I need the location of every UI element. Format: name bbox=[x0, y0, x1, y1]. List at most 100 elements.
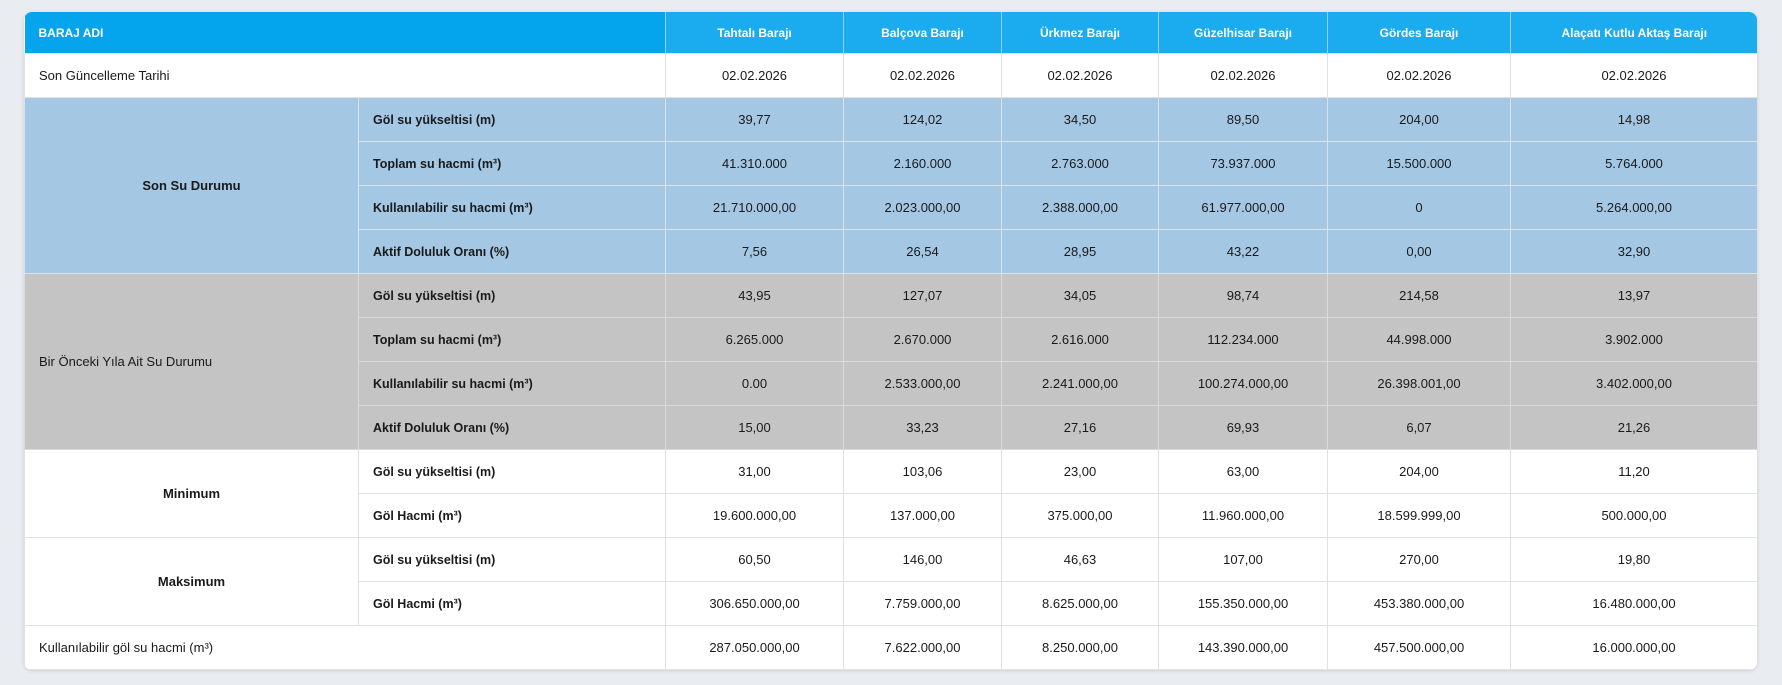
value-cell: 124,02 bbox=[843, 97, 1002, 142]
value-cell: 8.250.000,00 bbox=[1001, 625, 1159, 670]
value-cell: 3.902.000 bbox=[1510, 317, 1757, 362]
value-cell: 14,98 bbox=[1510, 97, 1757, 142]
value-cell: 43,22 bbox=[1158, 229, 1328, 274]
row-label: Kullanılabilir su hacmi (m³) bbox=[358, 185, 666, 230]
value-cell: 18.599.999,00 bbox=[1327, 493, 1511, 538]
value-cell: 73.937.000 bbox=[1158, 141, 1328, 186]
value-cell: 7,56 bbox=[665, 229, 844, 274]
value-cell: 107,00 bbox=[1158, 537, 1328, 582]
value-cell: 155.350.000,00 bbox=[1158, 581, 1328, 626]
value-cell: 500.000,00 bbox=[1510, 493, 1757, 538]
dam-status-card: BARAJ ADI Tahtalı Barajı Balçova Barajı … bbox=[24, 12, 1757, 670]
value-cell: 34,05 bbox=[1001, 273, 1159, 318]
row-label: Göl Hacmi (m³) bbox=[358, 493, 666, 538]
value-cell: 270,00 bbox=[1327, 537, 1511, 582]
row-label: Kullanılabilir su hacmi (m³) bbox=[358, 361, 666, 406]
value-cell: 41.310.000 bbox=[665, 141, 844, 186]
value-cell: 34,50 bbox=[1001, 97, 1159, 142]
value-cell: 306.650.000,00 bbox=[665, 581, 844, 626]
minimum-row: Göl Hacmi (m³) 19.600.000,00 137.000,00 375… bbox=[25, 493, 1757, 538]
value-cell: 26,54 bbox=[843, 229, 1002, 274]
value-cell: 146,00 bbox=[843, 537, 1002, 582]
value-cell: 60,50 bbox=[665, 537, 844, 582]
header-dam: Tahtalı Barajı bbox=[665, 12, 844, 54]
maximum-row: Göl Hacmi (m³) 306.650.000,00 7.759.000,00… bbox=[25, 581, 1757, 626]
value-cell: 89,50 bbox=[1158, 97, 1328, 142]
value-cell: 15,00 bbox=[665, 405, 844, 450]
minimum-row: Minimum Göl su yükseltisi (m) 31,00 103,06 2… bbox=[24, 449, 1757, 538]
value-cell: 27,16 bbox=[1001, 405, 1159, 450]
previous-row: Toplam su hacmi (m³) 6.265.000 2.670.000 2.… bbox=[25, 317, 1757, 362]
value-cell: 11.960.000,00 bbox=[1158, 493, 1328, 538]
header-dam: Alaçatı Kutlu Aktaş Barajı bbox=[1510, 12, 1757, 54]
value-cell: 5.764.000 bbox=[1510, 141, 1757, 186]
group-label: Minimum bbox=[24, 449, 359, 538]
value-cell: 2.533.000,00 bbox=[843, 361, 1002, 406]
value-cell: 02.02.2026 bbox=[665, 53, 844, 98]
value-cell: 127,07 bbox=[843, 273, 1002, 318]
row-label: Göl su yükseltisi (m) bbox=[358, 449, 666, 494]
value-cell: 457.500.000,00 bbox=[1327, 625, 1511, 670]
current-row: Son Su Durumu Göl su yükseltisi (m) 39,77 1… bbox=[24, 97, 1757, 274]
value-cell: 69,93 bbox=[1158, 405, 1328, 450]
row-label: Göl su yükseltisi (m) bbox=[358, 97, 666, 142]
current-row: Toplam su hacmi (m³) 41.310.000 2.160.000 2… bbox=[25, 141, 1757, 186]
value-cell: 98,74 bbox=[1158, 273, 1328, 318]
value-cell: 19,80 bbox=[1510, 537, 1757, 582]
value-cell: 31,00 bbox=[665, 449, 844, 494]
value-cell: 0,00 bbox=[1327, 229, 1511, 274]
value-cell: 137.000,00 bbox=[843, 493, 1002, 538]
value-cell: 6,07 bbox=[1327, 405, 1511, 450]
value-cell: 375.000,00 bbox=[1001, 493, 1159, 538]
value-cell: 112.234.000 bbox=[1158, 317, 1328, 362]
value-cell: 2.388.000,00 bbox=[1001, 185, 1159, 230]
row-label: Son Güncelleme Tarihi bbox=[24, 53, 666, 98]
value-cell: 2.160.000 bbox=[843, 141, 1002, 186]
previous-row: Kullanılabilir su hacmi (m³) 0.00 2.533.00… bbox=[25, 361, 1757, 406]
value-cell: 100.274.000,00 bbox=[1158, 361, 1328, 406]
value-cell: 204,00 bbox=[1327, 449, 1511, 494]
header-dam: Gördes Barajı bbox=[1327, 12, 1511, 54]
value-cell: 103,06 bbox=[843, 449, 1002, 494]
value-cell: 28,95 bbox=[1001, 229, 1159, 274]
value-cell: 11,20 bbox=[1510, 449, 1757, 494]
row-label: Aktif Doluluk Oranı (%) bbox=[358, 229, 666, 274]
value-cell: 39,77 bbox=[665, 97, 844, 142]
value-cell: 61.977.000,00 bbox=[1158, 185, 1328, 230]
dam-status-table: BARAJ ADI Tahtalı Barajı Balçova Barajı … bbox=[24, 12, 1757, 670]
value-cell: 453.380.000,00 bbox=[1327, 581, 1511, 626]
value-cell: 46,63 bbox=[1001, 537, 1159, 582]
value-cell: 0 bbox=[1327, 185, 1511, 230]
row-label: Toplam su hacmi (m³) bbox=[358, 141, 666, 186]
group-label: Bir Önceki Yıla Ait Su Durumu bbox=[24, 273, 359, 450]
previous-row: Aktif Doluluk Oranı (%) 15,00 33,23 27,16 69… bbox=[25, 405, 1757, 450]
row-label: Göl su yükseltisi (m) bbox=[358, 537, 666, 582]
header-dam-name: BARAJ ADI bbox=[24, 12, 666, 54]
value-cell: 33,23 bbox=[843, 405, 1002, 450]
value-cell: 2.241.000,00 bbox=[1001, 361, 1159, 406]
value-cell: 2.023.000,00 bbox=[843, 185, 1002, 230]
usable-volume-row: Kullanılabilir göl su hacmi (m³) 287.050.… bbox=[24, 625, 1757, 670]
value-cell: 21,26 bbox=[1510, 405, 1757, 450]
current-row: Aktif Doluluk Oranı (%) 7,56 26,54 28,95 43,… bbox=[25, 229, 1757, 274]
value-cell: 63,00 bbox=[1158, 449, 1328, 494]
value-cell: 19.600.000,00 bbox=[665, 493, 844, 538]
value-cell: 43,95 bbox=[665, 273, 844, 318]
value-cell: 2.616.000 bbox=[1001, 317, 1159, 362]
value-cell: 02.02.2026 bbox=[1510, 53, 1757, 98]
value-cell: 0.00 bbox=[665, 361, 844, 406]
value-cell: 6.265.000 bbox=[665, 317, 844, 362]
value-cell: 02.02.2026 bbox=[1158, 53, 1328, 98]
previous-row: Bir Önceki Yıla Ait Su Durumu Göl su yüks… bbox=[24, 273, 1757, 450]
value-cell: 214,58 bbox=[1327, 273, 1511, 318]
value-cell: 44.998.000 bbox=[1327, 317, 1511, 362]
value-cell: 287.050.000,00 bbox=[665, 625, 844, 670]
update-date-row: Son Güncelleme Tarihi 02.02.2026 02.02.202… bbox=[24, 53, 1757, 98]
value-cell: 02.02.2026 bbox=[843, 53, 1002, 98]
value-cell: 16.480.000,00 bbox=[1510, 581, 1757, 626]
value-cell: 7.759.000,00 bbox=[843, 581, 1002, 626]
maximum-row: Maksimum Göl su yükseltisi (m) 60,50 146,00… bbox=[24, 537, 1757, 626]
value-cell: 21.710.000,00 bbox=[665, 185, 844, 230]
group-label: Maksimum bbox=[24, 537, 359, 626]
header-dam: Balçova Barajı bbox=[843, 12, 1002, 54]
